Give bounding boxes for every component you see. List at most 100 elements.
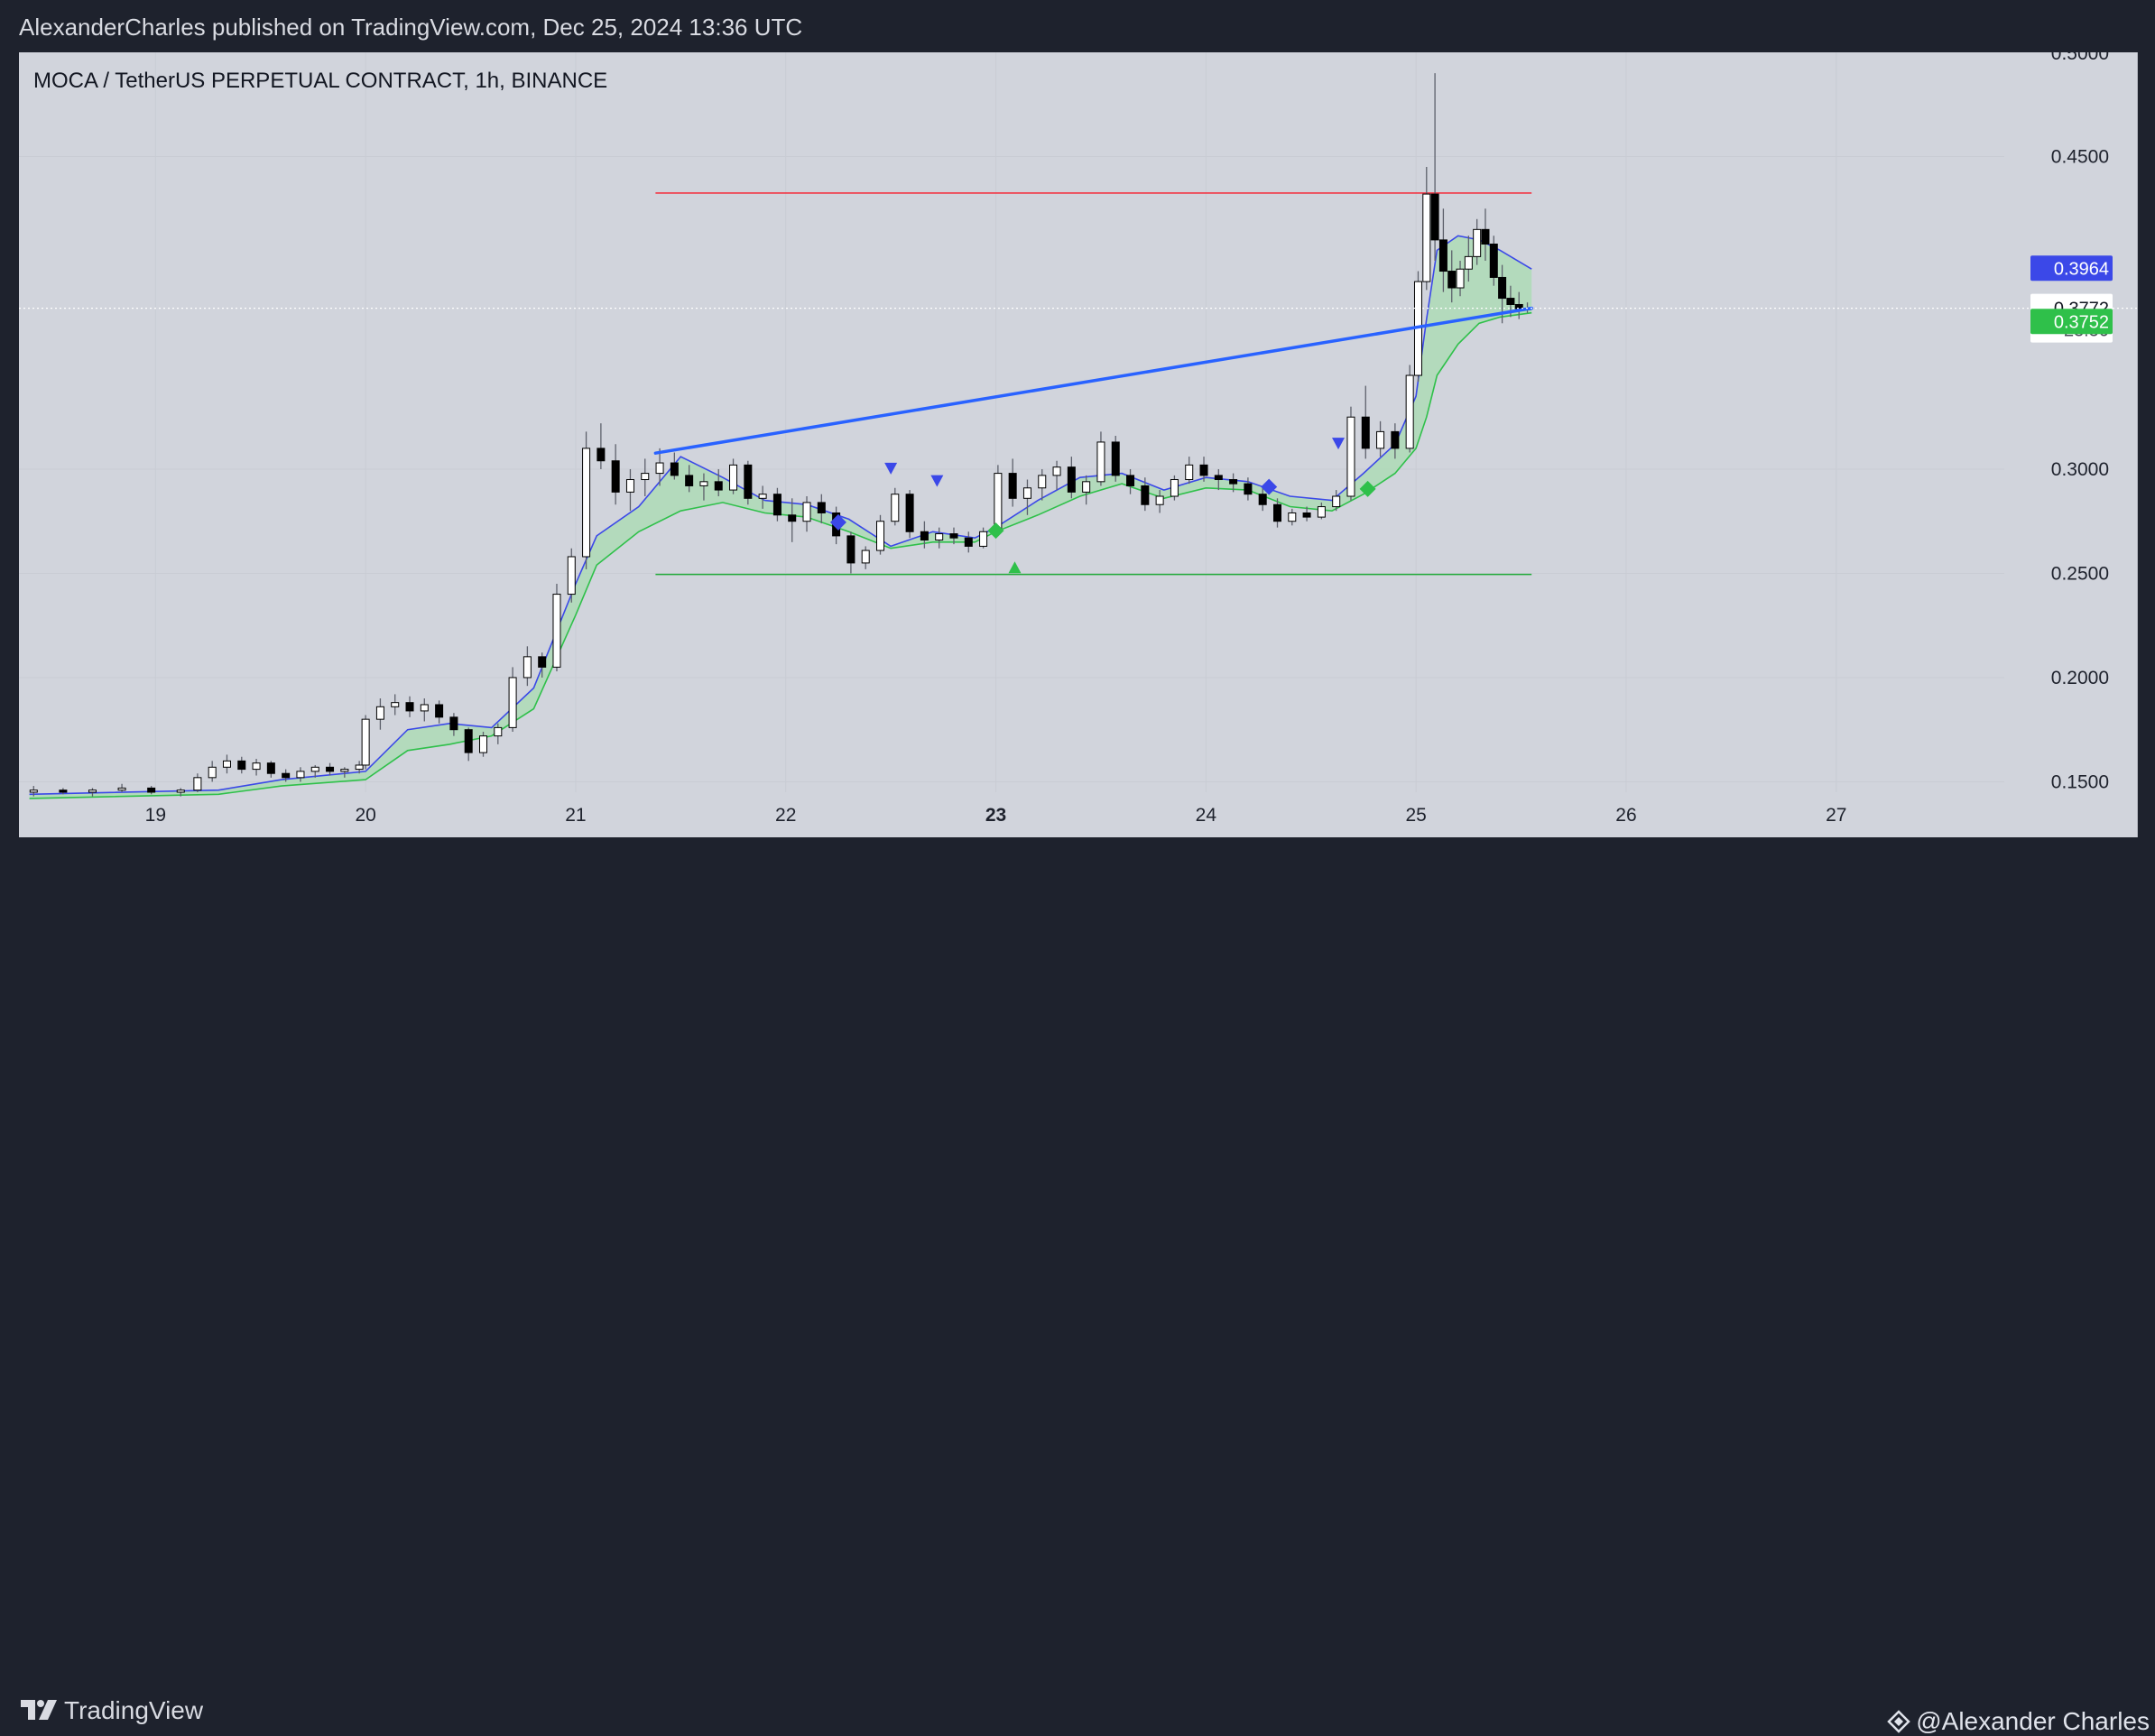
bullish-candle bbox=[1422, 193, 1431, 282]
y-tick-label: 0.2500 bbox=[2051, 563, 2109, 584]
bullish-candle bbox=[699, 481, 708, 486]
cross-diamond bbox=[1359, 480, 1376, 497]
bearish-candle bbox=[1229, 479, 1238, 485]
candlestick-chart[interactable]: 0.1500 0.2000 0.2500 0.3000 0.4500 0.5000 19 20… bbox=[19, 52, 2137, 837]
bearish-candle bbox=[817, 502, 826, 513]
bearish-candle bbox=[1141, 485, 1150, 505]
bearish-candle bbox=[905, 494, 914, 532]
bearish-candle bbox=[1498, 276, 1507, 300]
bearish-candle bbox=[597, 448, 606, 462]
bullish-candle bbox=[861, 549, 870, 564]
bearish-candle bbox=[1489, 244, 1498, 278]
bearish-candle bbox=[744, 464, 753, 499]
bearish-candle bbox=[1430, 193, 1439, 241]
publish-info-text: AlexanderCharles published on TradingVie… bbox=[19, 14, 803, 41]
cross-diamond bbox=[829, 513, 846, 531]
x-tick-label: 24 bbox=[1196, 805, 1217, 826]
ribbon-upper-tag bbox=[2030, 255, 2113, 282]
bearish-candle bbox=[405, 702, 414, 712]
bullish-candle bbox=[375, 706, 384, 720]
footer-bar: TradingView @Alexander Charles bbox=[0, 839, 2155, 1735]
bullish-candle bbox=[1376, 430, 1385, 449]
ribbon-lower-tag-label: 0.3752 bbox=[2054, 312, 2109, 332]
bearish-candle bbox=[788, 514, 797, 522]
bullish-candle bbox=[176, 790, 185, 793]
x-tick-label: 20 bbox=[355, 805, 375, 826]
bearish-candle bbox=[1214, 475, 1223, 481]
bullish-candle bbox=[296, 771, 305, 779]
ribbon-upper-tag-label: 0.3964 bbox=[2054, 259, 2109, 279]
bullish-candle bbox=[802, 502, 811, 522]
bullish-candle bbox=[1332, 495, 1341, 508]
bullish-candle bbox=[193, 777, 202, 791]
bearish-candle bbox=[1391, 430, 1400, 449]
bearish-candle bbox=[846, 535, 856, 564]
bullish-candle bbox=[420, 704, 429, 712]
bullish-candle bbox=[1405, 374, 1414, 449]
bearish-candle bbox=[1244, 483, 1253, 495]
x-tick-label: 22 bbox=[775, 805, 796, 826]
bullish-candle bbox=[655, 462, 664, 475]
bullish-candle bbox=[1456, 268, 1465, 289]
bullish-candle bbox=[340, 769, 349, 772]
bearish-candle bbox=[714, 481, 723, 491]
bearish-candle bbox=[964, 537, 973, 547]
x-tick-label: 27 bbox=[1826, 805, 1846, 826]
x-tick-label: 26 bbox=[1615, 805, 1636, 826]
bearish-candle bbox=[435, 704, 444, 718]
bullish-candle bbox=[1082, 481, 1091, 493]
bearish-candle bbox=[1008, 473, 1017, 499]
bearish-candle bbox=[685, 475, 694, 486]
bullish-candle bbox=[1052, 466, 1061, 476]
bearish-candle bbox=[949, 533, 958, 539]
bullish-candle bbox=[875, 521, 884, 551]
y-tick-label-partial: 0.5000 bbox=[2051, 52, 2109, 64]
bearish-candle bbox=[266, 762, 275, 774]
bearish-candle bbox=[1506, 298, 1515, 305]
chart-area[interactable] bbox=[19, 52, 2138, 837]
bearish-candle bbox=[670, 462, 679, 476]
bullish-candle bbox=[641, 473, 650, 481]
x-tick-label: 19 bbox=[145, 805, 166, 826]
bearish-candle bbox=[237, 760, 246, 771]
bullish-signal-triangle bbox=[1008, 561, 1022, 574]
bearish-candle bbox=[1111, 441, 1120, 476]
bearish-candle bbox=[1199, 464, 1208, 476]
bearish-candle bbox=[611, 460, 620, 493]
y-tick-label: 0.1500 bbox=[2051, 771, 2109, 792]
bearish-candle bbox=[1514, 303, 1523, 309]
bullish-candle bbox=[523, 656, 532, 679]
x-tick-label: 23 bbox=[985, 805, 1006, 826]
bearish-signal-triangle bbox=[930, 475, 944, 487]
bullish-candle bbox=[1096, 441, 1105, 483]
bullish-candle bbox=[582, 448, 591, 558]
publish-header: AlexanderCharles published on TradingVie… bbox=[0, 0, 2155, 52]
trend-line bbox=[653, 306, 1533, 455]
bearish-candle bbox=[1447, 271, 1457, 289]
bearish-candle bbox=[772, 494, 782, 516]
ribbon-upper-line bbox=[29, 235, 1532, 796]
bullish-candle bbox=[625, 479, 634, 493]
bearish-candle bbox=[1258, 494, 1267, 505]
tradingview-logo-icon[interactable] bbox=[19, 1698, 59, 1722]
bullish-candle bbox=[1155, 495, 1164, 505]
bearish-candle bbox=[1067, 466, 1076, 493]
bullish-candle bbox=[729, 464, 738, 491]
bearish-candle bbox=[464, 729, 473, 753]
ribbon-lower-line bbox=[29, 311, 1532, 799]
bullish-candle bbox=[552, 594, 561, 668]
author-badge-icon bbox=[1887, 1710, 1910, 1733]
bullish-candle bbox=[1464, 255, 1473, 270]
bullish-candle bbox=[391, 702, 400, 707]
bullish-candle bbox=[891, 494, 900, 522]
bullish-candle bbox=[1288, 512, 1297, 522]
author-name[interactable]: @Alexander Charles bbox=[1916, 1707, 2150, 1735]
bearish-candle bbox=[282, 772, 291, 779]
bullish-candle bbox=[494, 726, 503, 737]
bullish-candle bbox=[361, 718, 370, 766]
bullish-candle bbox=[1185, 464, 1194, 481]
bearish-candle bbox=[1481, 228, 1490, 245]
tradingview-brand-label[interactable]: TradingView bbox=[64, 1696, 204, 1724]
author-link[interactable]: @Alexander Charles bbox=[1887, 1707, 2150, 1736]
ribbon-lower-tag bbox=[2030, 309, 2113, 335]
